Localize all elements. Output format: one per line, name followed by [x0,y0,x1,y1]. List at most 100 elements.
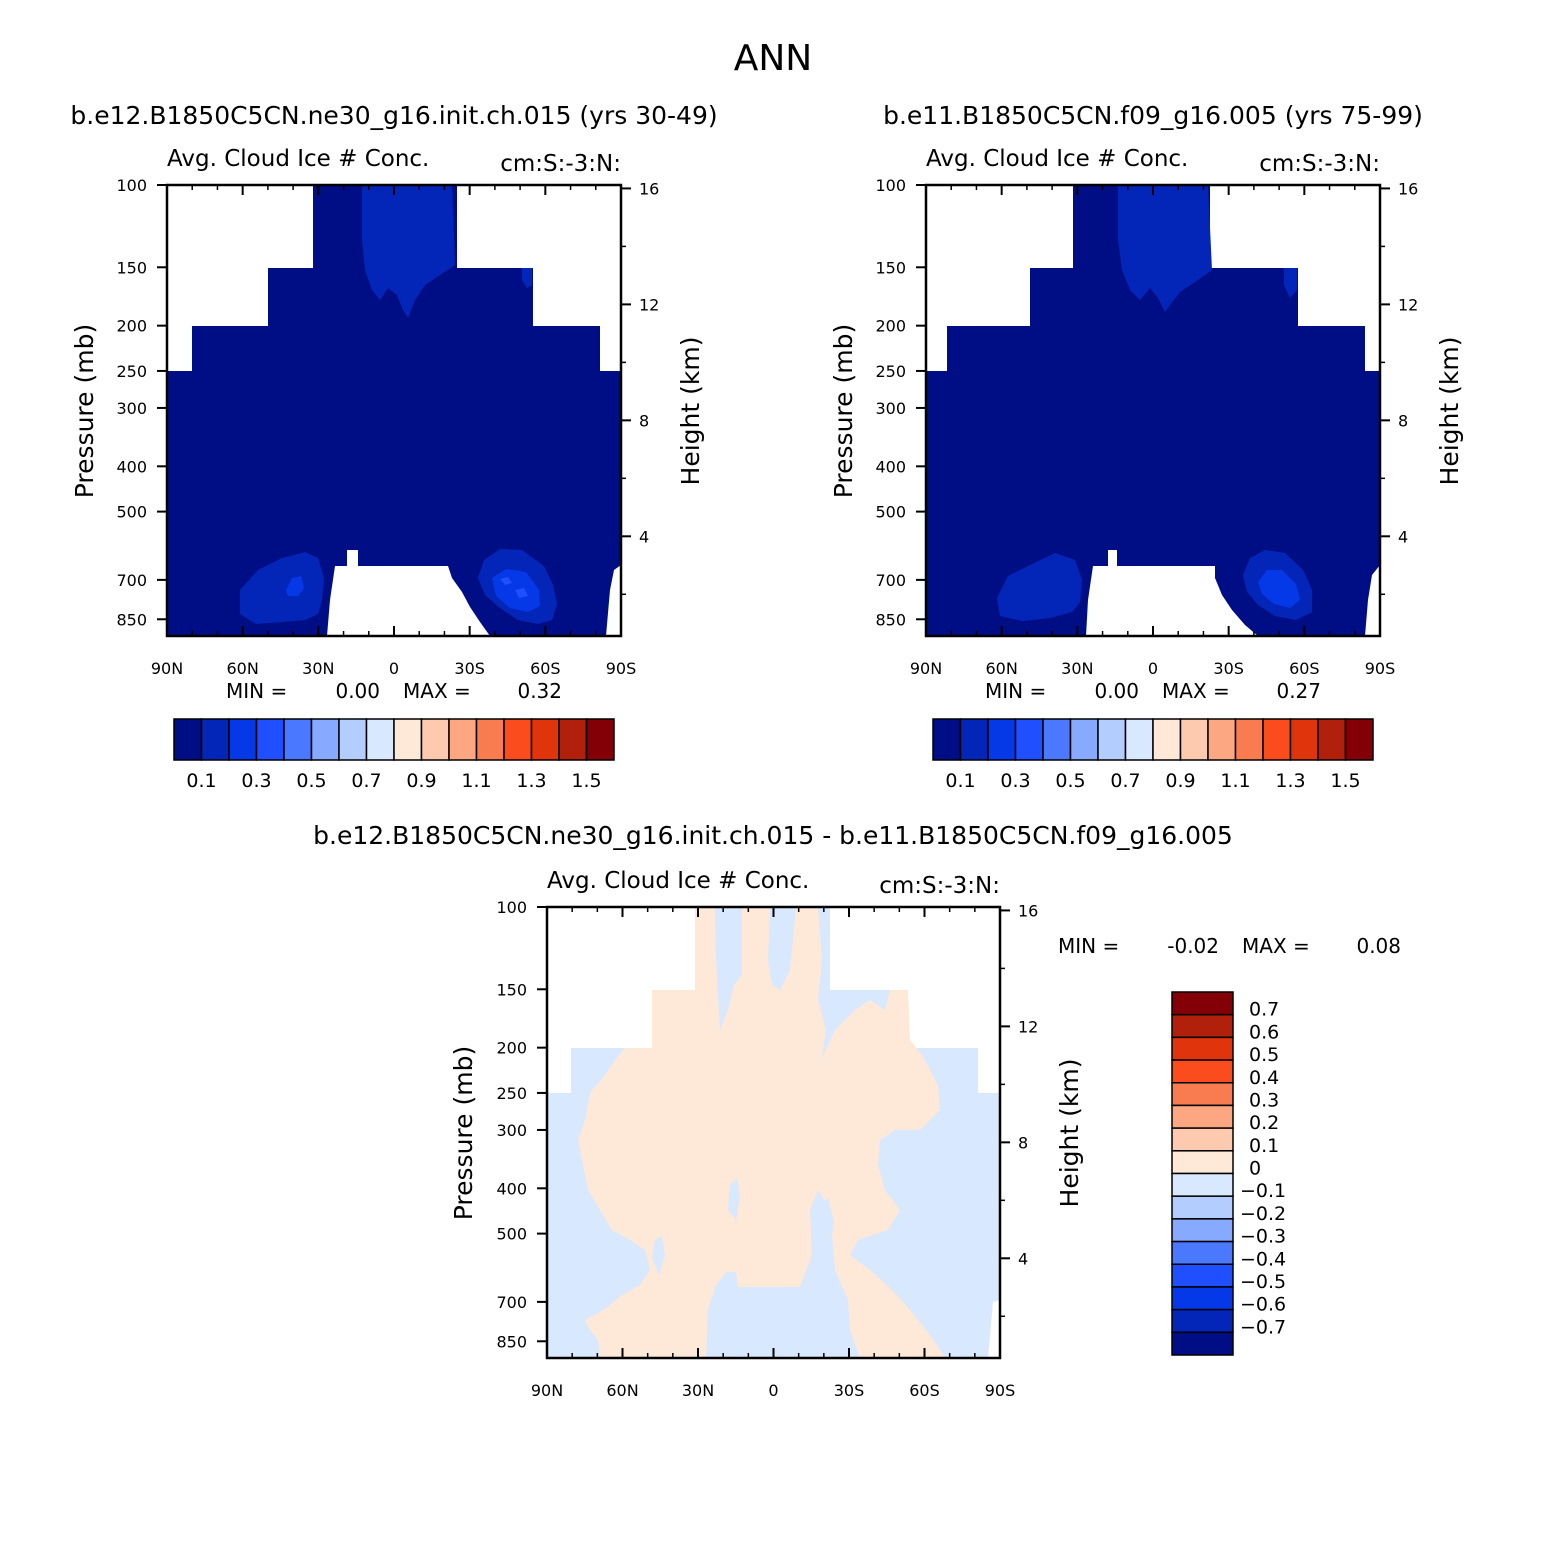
colorbar-swatch [1171,1263,1234,1288]
y-tick-label: 300 [496,1121,527,1140]
y-right-tick-label: 8 [1398,411,1408,430]
contour-fill-positive-0.1 [578,907,945,1358]
x-tick-label: 90S [985,1381,1016,1400]
colorbar-label: −0.6 [1240,1294,1286,1316]
y-tick-label: 500 [875,503,906,522]
y-tick-label: 700 [496,1293,527,1312]
colorbar-swatch [475,718,505,761]
colorbar-label: 0.1 [186,770,216,792]
colorbar-swatch [1207,718,1237,761]
min-value: 0.00 [335,679,380,703]
contour-fill-level-4 [515,588,528,598]
units-label: cm:S:-3:N: [500,151,621,177]
colorbar-label: 0.1 [945,770,975,792]
colorbar-swatch [1344,718,1374,761]
x-tick-label: 30S [454,659,485,678]
colorbar-label: 0.7 [351,770,381,792]
colorbar-label: 0.5 [296,770,326,792]
colorbar-swatch [1317,718,1347,761]
y-tick-label: 850 [496,1332,527,1351]
colorbar-swatch [448,718,478,761]
case-title: b.e11.B1850C5CN.f09_g16.005 (yrs 75-99) [883,101,1423,130]
x-tick-label: 30N [302,659,334,678]
y-tick-label: 150 [496,980,527,999]
colorbar-swatch [338,718,368,761]
colorbar-label: 0.1 [1249,1135,1279,1157]
x-tick-label: 30S [834,1381,865,1400]
colorbar-swatch [1124,718,1154,761]
y-right-tick-label: 16 [1398,179,1418,198]
colorbar-swatch [365,718,395,761]
y-tick-label: 250 [875,362,906,381]
colorbar-swatch [200,718,230,761]
y-right-tick-label: 4 [1018,1249,1028,1268]
colorbar-swatch [1171,1331,1234,1356]
x-axis: 90N 60N 30N 0 30S 60S 90S [910,185,1395,678]
x-tick-label: 60N [227,659,259,678]
colorbar-label: 0.7 [1249,999,1279,1021]
y-axis-label: Pressure (mb) [449,1046,478,1220]
colorbar-swatch [1014,718,1044,761]
x-tick-label: 90S [606,659,637,678]
y-tick-label: 700 [116,571,147,590]
y-tick-label: 200 [496,1039,527,1058]
case-title: b.e12.B1850C5CN.ne30_g16.init.ch.015 (yr… [70,101,717,130]
contour-fill-negative-0.1 [728,1178,740,1220]
colorbar-swatch [558,718,588,761]
y-tick-label: 100 [116,176,147,195]
contour-fill-level-2 [1118,185,1212,312]
colorbar: 0.70.60.50.40.30.20.10−0.1−0.2−0.3−0.4−0… [1171,991,1286,1356]
contour-fill-level-1 [167,185,621,636]
figure-title: ANN [734,38,813,79]
colorbar-label: −0.2 [1240,1203,1286,1225]
y-axis-right-label: Height (km) [1435,337,1464,486]
y-axis-right-label: Height (km) [676,337,705,486]
colorbar-swatch [1171,1218,1234,1243]
contour-fill-level-1 [926,185,1380,636]
x-tick-label: 90N [531,1381,563,1400]
colorbar: 0.1 0.3 0.5 0.7 0.9 1.1 1.3 1.5 [173,718,615,792]
x-tick-label: 0 [768,1381,778,1400]
contour-fill-level-2 [240,552,324,624]
x-tick-label: 0 [1148,659,1158,678]
max-label: MAX = [1162,679,1230,703]
contour-fill-level-2 [1284,268,1297,298]
y-tick-label: 100 [496,898,527,917]
y-axis-right-label: Height (km) [1055,1059,1084,1208]
colorbar-label: 0.3 [1249,1089,1279,1111]
y-tick-label: 200 [875,317,906,336]
colorbar-swatch [1171,1195,1234,1220]
y-axis-left: 100 150 200 250 300 400 500 700 850 [116,176,167,629]
colorbar-swatch [1179,718,1209,761]
x-axis: 90N 60N 30N 0 30S 60S 90S [151,185,636,678]
contour-fill-level-2 [362,185,455,318]
y-tick-label: 850 [875,610,906,629]
y-tick-label: 150 [116,258,147,277]
colorbar-swatch [1234,718,1264,761]
x-tick-label: 60S [530,659,561,678]
y-tick-label: 300 [875,399,906,418]
colorbar-swatch [932,718,962,761]
colorbar-swatch [1171,1036,1234,1061]
colorbar-swatch [1097,718,1127,761]
colorbar-swatch [1171,1013,1234,1039]
x-tick-label: 90N [151,659,183,678]
y-tick-label: 850 [116,610,147,629]
contour-field [926,185,1380,636]
y-axis-right: 16 12 8 4 [1000,901,1038,1318]
colorbar-label: 0 [1249,1158,1261,1180]
y-right-tick-label: 4 [639,527,649,546]
y-tick-label: 400 [875,457,906,476]
colorbar-label: 1.3 [1275,770,1305,792]
colorbar-label: 0.9 [1165,770,1195,792]
plot-title: Avg. Cloud Ice # Conc. [547,868,809,894]
colorbar-swatch [1152,718,1182,761]
colorbar-label: −0.5 [1240,1271,1286,1293]
x-tick-label: 60S [1289,659,1320,678]
panel-difference: b.e12.B1850C5CN.ne30_g16.init.ch.015 - b… [313,821,1401,1400]
min-value: -0.02 [1167,934,1219,958]
min-value: 0.00 [1094,679,1139,703]
y-tick-label: 250 [496,1084,527,1103]
colorbar-label: 0.5 [1249,1044,1279,1066]
